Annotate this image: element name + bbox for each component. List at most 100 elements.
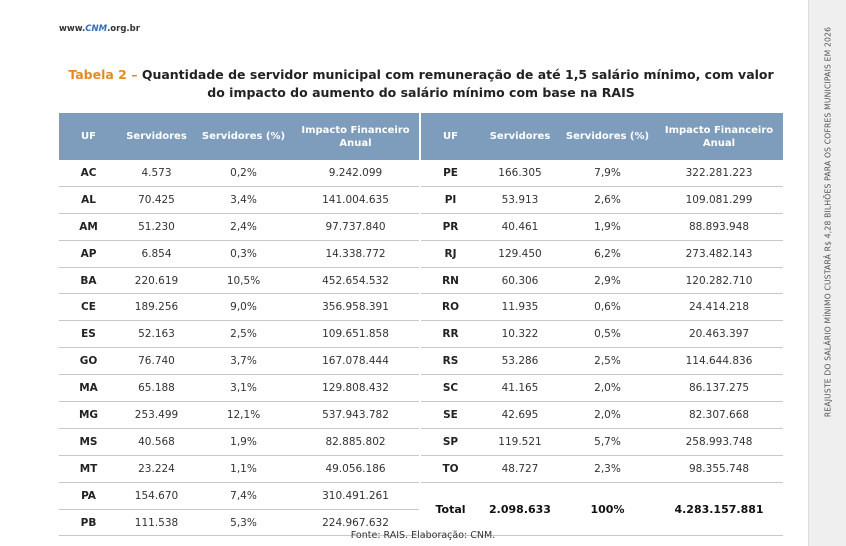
table-cell: 154.670 xyxy=(118,482,195,510)
data-table: UF Servidores Servidores (%) Impacto Financ… xyxy=(59,113,783,537)
table-cell: 189.256 xyxy=(118,293,195,322)
column-header: Servidores (%) xyxy=(560,113,655,160)
table-cell: RS xyxy=(419,347,480,376)
table-cell: 452.654.532 xyxy=(292,267,420,295)
table-cell: 111.538 xyxy=(118,509,195,537)
table-cell: 6,2% xyxy=(560,240,655,268)
table-cell: 23.224 xyxy=(118,455,195,483)
column-header: Servidores xyxy=(118,113,195,160)
table-cell: 98.355.748 xyxy=(655,455,783,483)
table-cell: 5,3% xyxy=(195,509,292,537)
table-cell: 109.651.858 xyxy=(292,320,420,349)
table-cell: 86.137.275 xyxy=(655,374,783,403)
table-cell: MA xyxy=(59,374,118,403)
site-url: www.CNM.org.br xyxy=(59,24,140,34)
table-cell: 40.461 xyxy=(480,213,560,241)
table-cell: 65.188 xyxy=(118,374,195,403)
table-cell: 24.414.218 xyxy=(655,293,783,322)
table-cell: 3,7% xyxy=(195,347,292,376)
table-cell: 141.004.635 xyxy=(292,186,420,214)
table-cell: 76.740 xyxy=(118,347,195,376)
table-cell: RJ xyxy=(419,240,480,268)
table-title: Tabela 2 – Quantidade de servidor munici… xyxy=(59,66,783,102)
table-cell: 10,5% xyxy=(195,267,292,295)
table-cell: 9,0% xyxy=(195,293,292,322)
table-cell: 220.619 xyxy=(118,267,195,295)
table-cell: 82.307.668 xyxy=(655,401,783,429)
column-header: Impacto Financeiro Anual xyxy=(292,113,420,160)
table-cell: 310.491.261 xyxy=(292,482,420,510)
table-cell: PI xyxy=(419,186,480,214)
table-cell: GO xyxy=(59,347,118,376)
table-cell: AM xyxy=(59,213,118,241)
table-cell: 40.568 xyxy=(118,428,195,456)
table-row: AP 6.854 0,3% 14.338.772 RJ 129.450 6,2% 273.48… xyxy=(59,240,783,268)
table-cell: 2,4% xyxy=(195,213,292,241)
table-cell: 20.463.397 xyxy=(655,320,783,349)
table-row: MA 65.188 3,1% 129.808.432 SC 41.165 2,0% 86.13… xyxy=(59,374,783,403)
table-cell: 224.967.632 xyxy=(292,509,420,537)
table-cell: 3,4% xyxy=(195,186,292,214)
table-row: AC 4.573 0,2% 9.242.099 PE 166.305 7,9% 322.281… xyxy=(59,160,783,187)
table-row: GO 76.740 3,7% 167.078.444 RS 53.286 2,5% 114.6… xyxy=(59,347,783,376)
table-cell: 4.573 xyxy=(118,160,195,187)
table-cell: 88.893.948 xyxy=(655,213,783,241)
table-cell: 1,1% xyxy=(195,455,292,483)
table-cell: 52.163 xyxy=(118,320,195,349)
table-cell: 2,9% xyxy=(560,267,655,295)
table-cell: 119.521 xyxy=(480,428,560,456)
table-row: AL 70.425 3,4% 141.004.635 PI 53.913 2,6% 109.0… xyxy=(59,186,783,214)
table-row: PA 154.670 7,4% 310.491.261 Total 2.098.633 10… xyxy=(59,482,783,537)
table-row: ES 52.163 2,5% 109.651.858 RR 10.322 0,5% 20.46… xyxy=(59,320,783,349)
table-cell: 120.282.710 xyxy=(655,267,783,295)
table-cell: 258.993.748 xyxy=(655,428,783,456)
table-cell: 2,0% xyxy=(560,401,655,429)
table-cell: RN xyxy=(419,267,480,295)
table-body: AC 4.573 0,2% 9.242.099 PE 166.305 7,9% 322.281… xyxy=(59,160,783,537)
table-cell: 2,6% xyxy=(560,186,655,214)
table-cell: 0,3% xyxy=(195,240,292,268)
total-cell: Total xyxy=(419,482,480,537)
table-cell: 129.450 xyxy=(480,240,560,268)
site-suffix: .org.br xyxy=(107,24,140,34)
table-row: BA 220.619 10,5% 452.654.532 RN 60.306 2,9% 120… xyxy=(59,267,783,295)
table-cell: PA xyxy=(59,482,118,510)
table-cell: 5,7% xyxy=(560,428,655,456)
table-cell: 97.737.840 xyxy=(292,213,420,241)
table-cell: 11.935 xyxy=(480,293,560,322)
table-cell: 166.305 xyxy=(480,160,560,187)
site-brand: CNM xyxy=(85,24,108,34)
table-cell: 51.230 xyxy=(118,213,195,241)
table-cell: 82.885.802 xyxy=(292,428,420,456)
table-cell: 356.958.391 xyxy=(292,293,420,322)
table-cell: MT xyxy=(59,455,118,483)
table-row: MT 23.224 1,1% 49.056.186 TO 48.727 2,3% 98.355… xyxy=(59,455,783,483)
table-cell: 322.281.223 xyxy=(655,160,783,187)
table-cell: PR xyxy=(419,213,480,241)
table-cell: AC xyxy=(59,160,118,187)
sidebar-text: REAJUSTE DO SALÁRIO MÍNIMO CUSTARÁ R$ 4,… xyxy=(823,26,833,418)
column-header: Impacto Financeiro Anual xyxy=(655,113,783,160)
source-note: Fonte: RAIS. Elaboração: CNM. xyxy=(350,530,496,541)
table-cell: 2,3% xyxy=(560,455,655,483)
table-cell: 7,9% xyxy=(560,160,655,187)
table-cell: SC xyxy=(419,374,480,403)
table-cell: 253.499 xyxy=(118,401,195,429)
table-cell: 2,5% xyxy=(560,347,655,376)
table-cell: 6.854 xyxy=(118,240,195,268)
header-row: UF Servidores Servidores (%) Impacto Financ… xyxy=(59,113,783,160)
table-cell: 109.081.299 xyxy=(655,186,783,214)
table-cell: 0,2% xyxy=(195,160,292,187)
table-row: AM 51.230 2,4% 97.737.840 PR 40.461 1,9% 88.893… xyxy=(59,213,783,241)
table-row: CE 189.256 9,0% 356.958.391 RO 11.935 0,6% 24.4… xyxy=(59,293,783,322)
sidebar: REAJUSTE DO SALÁRIO MÍNIMO CUSTARÁ R$ 4,… xyxy=(808,0,846,546)
table-cell: 129.808.432 xyxy=(292,374,420,403)
table-cell: 60.306 xyxy=(480,267,560,295)
table-cell: RR xyxy=(419,320,480,349)
column-header: Servidores xyxy=(480,113,560,160)
table-cell: 10.322 xyxy=(480,320,560,349)
table-cell: 70.425 xyxy=(118,186,195,214)
table-cell: AL xyxy=(59,186,118,214)
table-cell: PE xyxy=(419,160,480,187)
table-cell: CE xyxy=(59,293,118,322)
